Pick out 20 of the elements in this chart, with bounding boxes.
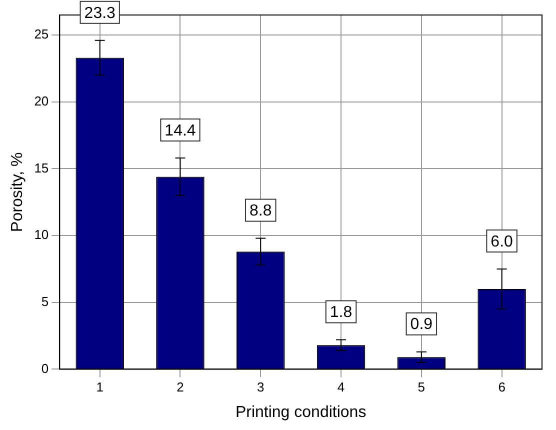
data-label: 23.3 [84,4,116,22]
data-label: 1.8 [330,304,352,322]
y-tick-label: 10 [34,227,49,242]
y-tick-label: 20 [34,93,49,108]
data-label: 0.9 [410,316,433,334]
x-tick-label: 2 [176,380,184,395]
x-tick-label: 5 [418,380,426,395]
y-tick-label: 5 [41,294,49,309]
x-tick-label: 3 [257,380,264,395]
x-tick-label: 1 [96,380,104,395]
x-axis-title: Printing conditions [235,404,366,421]
y-tick-label: 0 [41,360,49,376]
data-label: 14.4 [164,122,196,140]
x-tick-label: 4 [337,380,345,395]
y-tick-label: 15 [34,160,49,176]
y-axis-title: Porosity, % [9,152,26,232]
data-label: 6.0 [490,233,514,250]
y-tick-label: 25 [34,26,49,42]
x-tick-label: 6 [498,380,506,395]
data-label: 8.8 [250,202,272,220]
